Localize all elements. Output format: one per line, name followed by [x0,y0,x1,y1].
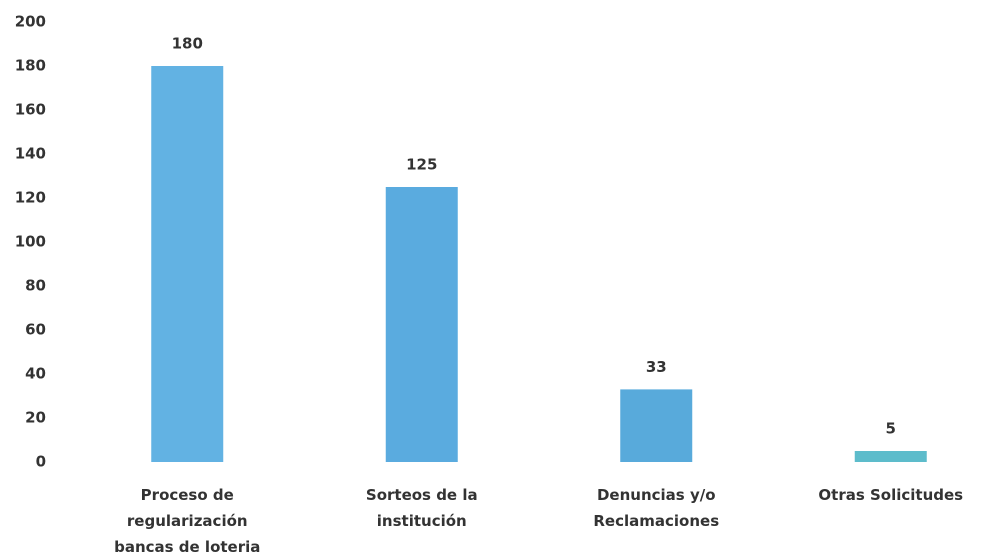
value-label: 180 [172,35,203,53]
x-tick-label: Otras Solicitudes [818,486,963,504]
label-line: Reclamaciones [593,512,719,530]
bar [854,451,927,462]
y-tick-label: 0 [36,453,46,471]
y-tick-label: 100 [15,233,46,251]
value-label: 125 [406,156,437,174]
x-tick-label: Denuncias y/o Reclamaciones [593,486,719,530]
bar [151,66,224,462]
label-line: Proceso de [141,486,234,504]
x-tick-label: Proceso de regularización bancas de loteri… [114,486,260,556]
bar [385,187,458,462]
x-tick-label: Sorteos de la institución [366,486,478,530]
label-line: Otras Solicitudes [818,486,963,504]
value-label: 33 [646,358,667,376]
y-tick-label: 80 [25,277,46,295]
label-line: institución [377,512,467,530]
label-line: Denuncias y/o [597,486,716,504]
y-tick-label: 160 [15,101,46,119]
y-tick-label: 60 [25,321,46,339]
value-label: 5 [886,420,896,438]
bar [620,389,693,462]
y-tick-label: 140 [15,145,46,163]
label-line: regularización [127,512,248,530]
y-tick-label: 180 [15,57,46,75]
y-tick-label: 40 [25,365,46,383]
y-tick-label: 20 [25,409,46,427]
label-line: bancas de loteria [114,538,260,556]
label-line: Sorteos de la [366,486,478,504]
y-tick-label: 120 [15,189,46,207]
y-tick-label: 200 [15,13,46,31]
